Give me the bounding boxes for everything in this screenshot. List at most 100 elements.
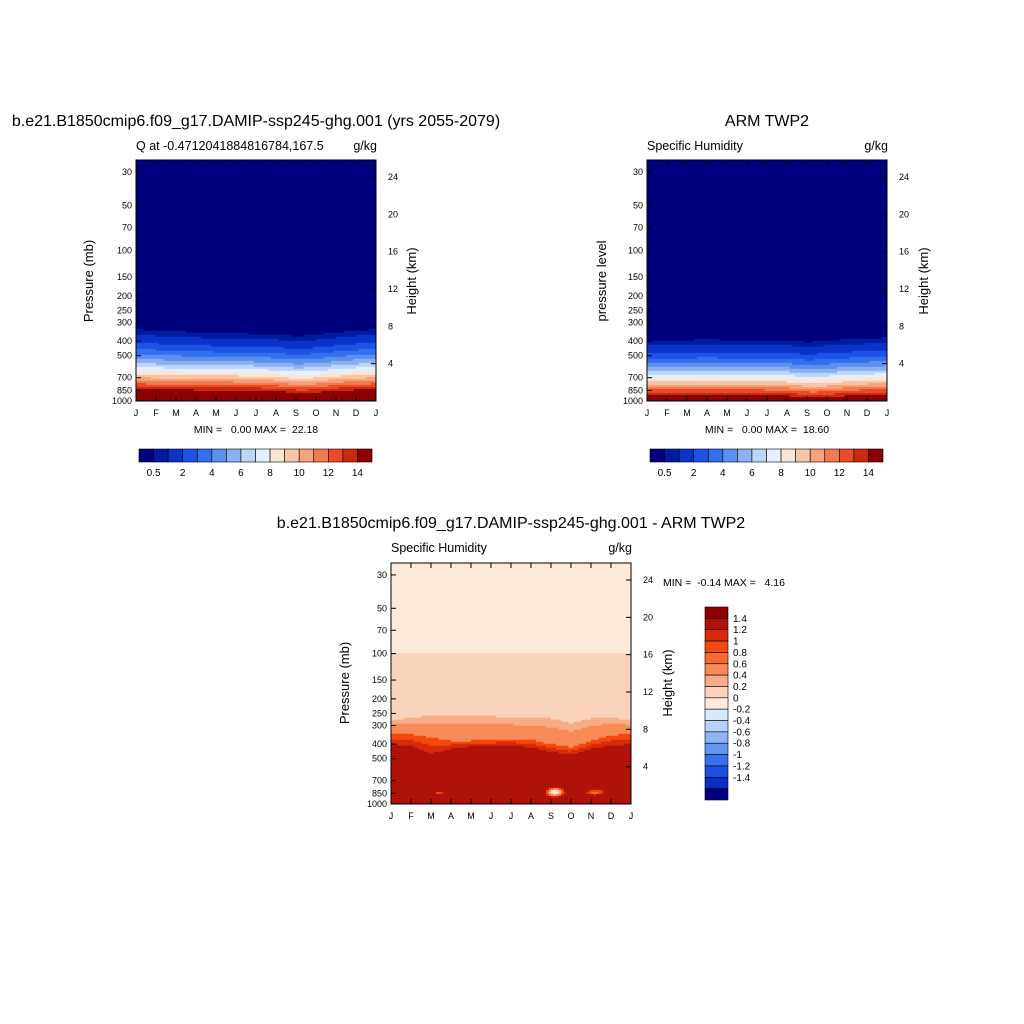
contour-cell (188, 202, 192, 205)
contour-cell (186, 160, 190, 163)
contour-cell (203, 352, 207, 356)
contour-cell (211, 322, 215, 326)
contour-cell (221, 344, 225, 348)
contour-cell (166, 212, 170, 215)
contour-cell (221, 348, 225, 352)
contour-cell (178, 174, 182, 177)
contour-cell (216, 226, 220, 229)
contour-cell (181, 332, 185, 336)
contour-cell (191, 380, 195, 384)
contour-cell (163, 304, 167, 308)
contour-cell (146, 224, 150, 227)
contour-cell (158, 352, 162, 356)
contour-cell (146, 298, 150, 302)
contour-cell (203, 302, 207, 306)
contour-cell (156, 206, 160, 209)
contour-cell (168, 240, 172, 243)
contour-cell (151, 324, 155, 328)
contour-cell (141, 356, 145, 360)
contour-cell (153, 210, 157, 213)
contour-cell (188, 238, 192, 241)
contour-cell (216, 212, 220, 215)
contour-cell (208, 202, 212, 205)
contour-cell (203, 184, 207, 187)
contour-cell (161, 280, 165, 284)
contour-cell (148, 298, 152, 302)
contour-cell (218, 368, 222, 372)
contour-cell (141, 236, 145, 239)
contour-cell (193, 190, 197, 193)
contour-cell (201, 348, 205, 352)
contour-cell (191, 366, 195, 370)
contour-cell (156, 366, 160, 370)
contour-cell (211, 178, 215, 181)
contour-cell (198, 226, 202, 229)
contour-cell (163, 202, 167, 205)
contour-cell (141, 202, 145, 205)
contour-cell (181, 376, 185, 380)
contour-cell (163, 380, 167, 384)
contour-cell (221, 358, 225, 362)
contour-cell (221, 166, 225, 169)
contour-cell (153, 178, 157, 181)
contour-cell (228, 160, 232, 163)
contour-cell (226, 336, 230, 340)
contour-cell (173, 200, 177, 203)
contour-cell (146, 246, 150, 249)
contour-cell (183, 390, 187, 394)
contour-cell (206, 376, 210, 380)
contour-cell (213, 284, 217, 288)
contour-cell (193, 180, 197, 183)
contour-cell (226, 290, 230, 294)
contour-cell (206, 206, 210, 209)
contour-cell (173, 382, 177, 386)
contour-cell (216, 364, 220, 368)
contour-cell (136, 332, 140, 336)
contour-cell (221, 222, 225, 225)
contour-cell (186, 340, 190, 344)
contour-cell (193, 352, 197, 356)
contour-cell (213, 238, 217, 241)
contour-cell (176, 396, 180, 400)
contour-cell (146, 352, 150, 356)
contour-cell (223, 210, 227, 213)
contour-cell (221, 182, 225, 185)
contour-cell (206, 340, 210, 344)
contour-cell (208, 314, 212, 318)
contour-cell (173, 236, 177, 239)
contour-cell (176, 324, 180, 328)
contour-cell (151, 286, 155, 290)
contour-cell (141, 222, 145, 225)
contour-cell (168, 268, 172, 272)
contour-cell (163, 266, 167, 270)
contour-cell (141, 220, 145, 223)
contour-cell (216, 262, 220, 266)
contour-cell (218, 384, 222, 388)
contour-cell (153, 170, 157, 173)
contour-cell (136, 232, 140, 235)
contour-cell (148, 190, 152, 193)
contour-cell (141, 190, 145, 193)
contour-cell (178, 228, 182, 231)
contour-cell (176, 254, 180, 257)
contour-cell (178, 270, 182, 274)
contour-cell (218, 300, 222, 304)
contour-cell (183, 226, 187, 229)
contour-cell (196, 330, 200, 334)
contour-cell (218, 274, 222, 278)
contour-cell (208, 248, 212, 251)
contour-cell (211, 198, 215, 201)
contour-cell (221, 242, 225, 245)
contour-cell (136, 372, 140, 376)
contour-cell (186, 334, 190, 338)
contour-cell (211, 188, 215, 191)
contour-cell (173, 254, 177, 257)
contour-cell (216, 354, 220, 358)
contour-cell (173, 318, 177, 322)
contour-cell (191, 354, 195, 358)
contour-cell (221, 198, 225, 201)
contour-cell (193, 246, 197, 249)
contour-cell (216, 346, 220, 350)
contour-cell (148, 386, 152, 390)
contour-cell (188, 242, 192, 245)
